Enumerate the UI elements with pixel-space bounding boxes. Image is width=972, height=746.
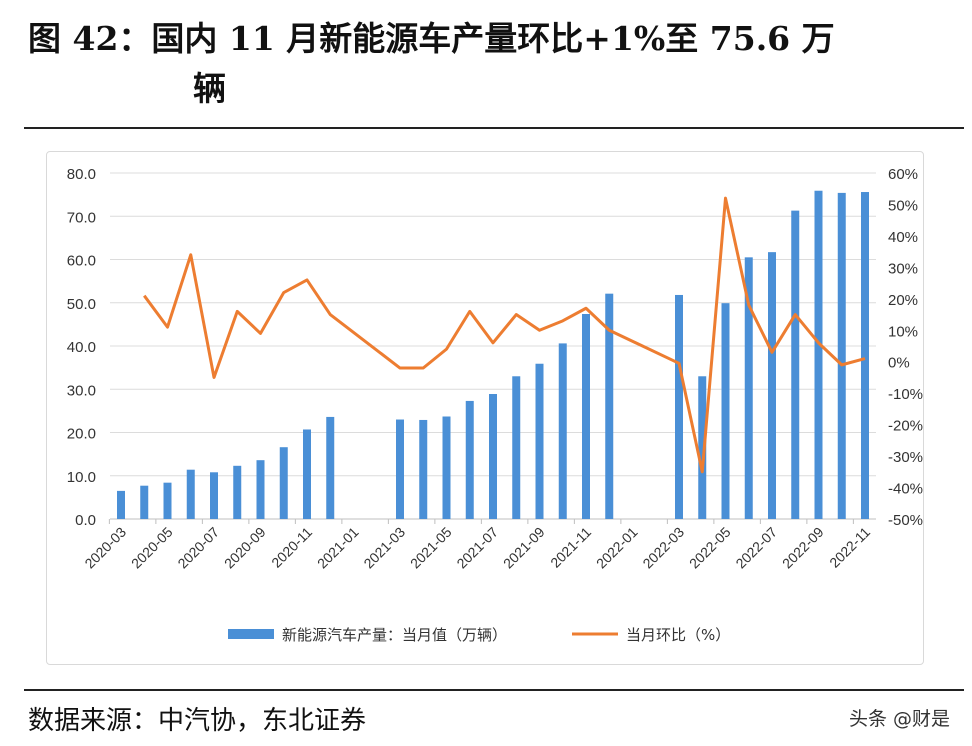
y-right-tick-label: 20% <box>888 292 918 309</box>
y-left-tick-label: 60.0 <box>67 253 96 270</box>
y-right-tick-label: 40% <box>888 229 918 246</box>
bar <box>279 447 288 519</box>
bar <box>582 313 590 519</box>
y-left-tick-label: 40.0 <box>67 339 96 356</box>
bar <box>465 400 474 519</box>
title-line-2: 辆 <box>193 69 226 108</box>
x-tick-label: 2021-11 <box>547 524 594 571</box>
bar <box>861 192 869 519</box>
bar <box>814 190 823 520</box>
source-rule <box>24 689 964 691</box>
bar <box>396 419 404 519</box>
bar <box>605 293 614 519</box>
bar <box>837 192 846 519</box>
x-tick-label: 2022-11 <box>826 524 873 571</box>
bar <box>512 376 521 519</box>
x-tick-label: 2021-03 <box>360 524 408 572</box>
bar <box>163 482 172 519</box>
bar <box>326 416 335 519</box>
y-right-tick-label: -30% <box>888 449 923 466</box>
x-tick-label: 2020-09 <box>221 524 269 572</box>
y-right-tick-label: 60% <box>888 166 918 183</box>
source-note: 数据来源：中汽协，东北证券 <box>28 706 367 736</box>
bar <box>744 257 753 519</box>
x-tick-label: 2021-09 <box>500 524 548 572</box>
legend-line-label: 当月环比（%） <box>626 626 730 644</box>
x-tick-label: 2020-07 <box>174 524 222 572</box>
bar <box>419 419 428 519</box>
x-tick-label: 2020-03 <box>81 524 129 572</box>
x-tick-label: 2021-01 <box>314 524 362 572</box>
bar <box>535 363 544 519</box>
y-right-tick-label: -20% <box>888 418 923 435</box>
bar <box>140 485 149 519</box>
bar <box>256 460 265 519</box>
bar <box>791 210 800 519</box>
title-line-1: 图 42：国内 11 月新能源车产量环比+1%至 75.6 万 <box>28 19 835 58</box>
y-right-tick-label: 50% <box>888 197 918 214</box>
y-right-tick-label: 10% <box>888 323 918 340</box>
title-rule <box>24 127 964 129</box>
y-left-tick-label: 0.0 <box>75 512 96 529</box>
y-right-tick-label: 0% <box>888 355 910 372</box>
y-left-tick-label: 50.0 <box>67 296 96 313</box>
bar <box>675 294 683 519</box>
y-right-tick-label: -40% <box>888 481 923 498</box>
y-right-tick-label: -50% <box>888 512 923 529</box>
x-tick-label: 2020-05 <box>128 524 176 572</box>
bar <box>117 490 125 519</box>
watermark: 头条 @财是 <box>848 708 950 730</box>
chart-frame <box>46 151 924 665</box>
bar <box>442 416 451 519</box>
bar <box>489 394 497 519</box>
figure-title: 图 42：国内 11 月新能源车产量环比+1%至 75.6 万辆 <box>28 14 958 114</box>
bar <box>303 429 311 519</box>
x-tick-label: 2021-05 <box>407 524 455 572</box>
bar <box>186 469 195 519</box>
legend-bar-label: 新能源汽车产量：当月值（万辆） <box>282 626 507 644</box>
x-tick-label: 2022-09 <box>779 524 827 572</box>
legend-bar-swatch <box>228 629 274 639</box>
y-left-tick-label: 20.0 <box>67 426 96 443</box>
x-tick-label: 2022-07 <box>732 524 780 572</box>
y-left-tick-label: 30.0 <box>67 382 96 399</box>
x-tick-label: 2022-05 <box>686 524 734 572</box>
bar <box>558 343 567 519</box>
x-tick-label: 2022-03 <box>639 524 687 572</box>
bar <box>721 303 730 519</box>
y-right-tick-label: 30% <box>888 260 918 277</box>
bar <box>768 252 776 519</box>
line-series <box>143 196 866 474</box>
x-tick-label: 2021-07 <box>453 524 501 572</box>
y-left-tick-label: 70.0 <box>67 209 96 226</box>
x-tick-label: 2022-01 <box>593 524 641 572</box>
bar <box>210 472 218 519</box>
x-tick-label: 2020-11 <box>268 524 315 571</box>
y-left-tick-label: 10.0 <box>67 469 96 486</box>
y-right-tick-label: -10% <box>888 386 923 403</box>
bar <box>233 465 242 519</box>
bar <box>698 376 707 519</box>
y-left-tick-label: 80.0 <box>67 166 96 183</box>
